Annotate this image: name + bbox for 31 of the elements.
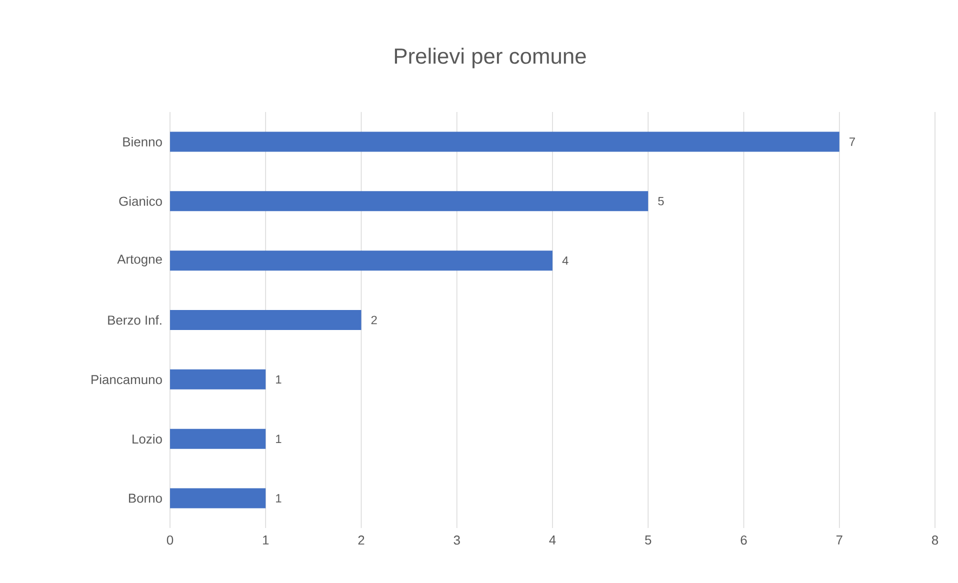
y-tick-label: Borno bbox=[128, 494, 162, 503]
data-label: 1 bbox=[276, 494, 282, 502]
chart-title: Prelievi per comune bbox=[394, 48, 586, 68]
x-tick-label: 7 bbox=[836, 536, 842, 544]
bar bbox=[170, 250, 553, 271]
y-tick-label: Piancamuno bbox=[92, 374, 162, 384]
data-label: 5 bbox=[658, 196, 664, 206]
x-tick-label: 3 bbox=[454, 536, 460, 545]
y-tick-label: Artogne bbox=[117, 254, 162, 266]
data-label: 4 bbox=[562, 256, 568, 265]
bar bbox=[170, 488, 266, 508]
bar bbox=[170, 310, 362, 330]
y-tick-label: Lozio bbox=[132, 434, 162, 444]
x-tick-label: 8 bbox=[932, 536, 938, 545]
data-label: 1 bbox=[276, 375, 282, 384]
data-label: 1 bbox=[276, 434, 282, 443]
bar bbox=[170, 191, 648, 212]
bar bbox=[170, 428, 266, 449]
y-tick-label: Berzo Inf. bbox=[108, 315, 162, 325]
data-label: 2 bbox=[371, 316, 377, 324]
x-tick-label: 6 bbox=[740, 536, 747, 545]
x-tick-label: 1 bbox=[263, 536, 269, 544]
data-label: 7 bbox=[850, 138, 855, 146]
bar bbox=[170, 369, 266, 390]
x-tick-label: 0 bbox=[166, 536, 174, 545]
x-tick-label: 5 bbox=[645, 536, 652, 545]
y-tick-label: Bienno bbox=[123, 136, 162, 146]
y-tick-label: Gianico bbox=[119, 196, 162, 206]
x-tick-label: 4 bbox=[549, 536, 556, 544]
bar bbox=[170, 132, 840, 152]
x-tick-label: 2 bbox=[358, 536, 364, 545]
